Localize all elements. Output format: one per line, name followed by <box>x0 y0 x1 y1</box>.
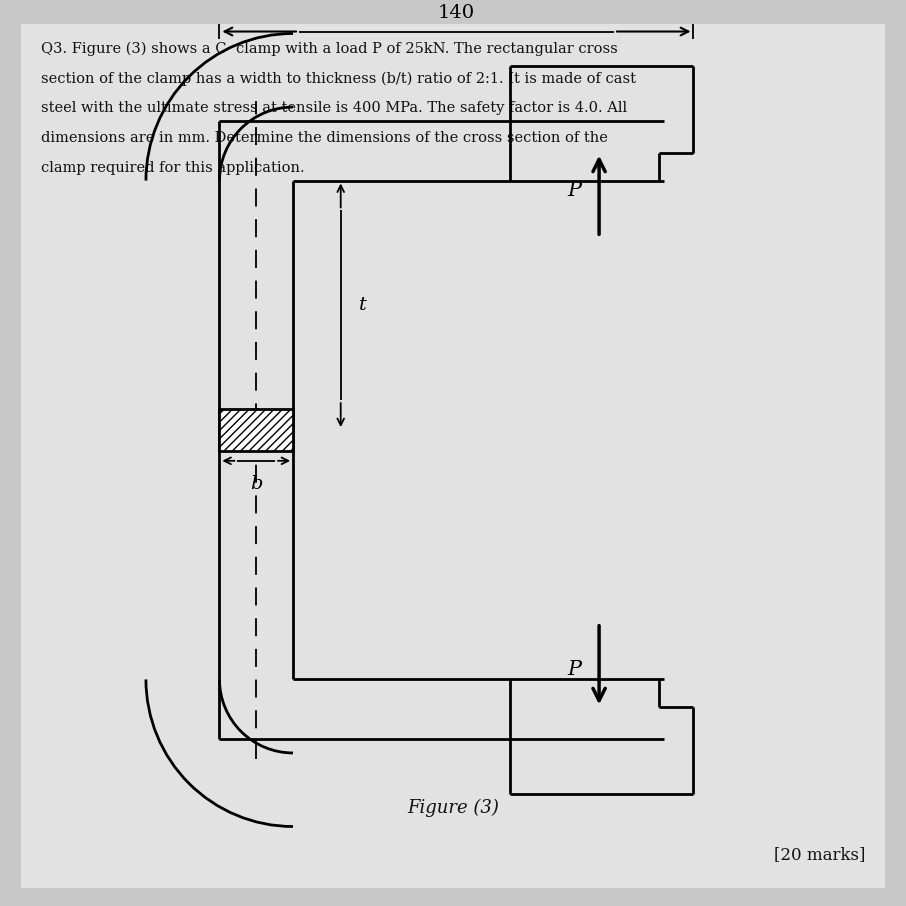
Text: steel with the ultimate stress at tensile is 400 MPa. The safety factor is 4.0. : steel with the ultimate stress at tensil… <box>41 101 627 115</box>
Text: dimensions are in mm. Determine the dimensions of the cross section of the: dimensions are in mm. Determine the dime… <box>41 130 608 145</box>
Text: Q3. Figure (3) shows a C- clamp with a load P of 25kN. The rectangular cross: Q3. Figure (3) shows a C- clamp with a l… <box>41 42 617 56</box>
Text: 140: 140 <box>438 4 475 22</box>
Text: b: b <box>250 475 263 493</box>
Bar <box>219 410 293 451</box>
Text: t: t <box>359 296 366 314</box>
Text: [20 marks]: [20 marks] <box>774 846 865 863</box>
Text: P: P <box>567 180 581 199</box>
Text: clamp required for this application.: clamp required for this application. <box>41 160 304 175</box>
Text: Figure (3): Figure (3) <box>407 799 499 817</box>
Text: section of the clamp has a width to thickness (b/t) ratio of 2:1. It is made of : section of the clamp has a width to thic… <box>41 72 636 86</box>
Text: P: P <box>567 660 581 680</box>
